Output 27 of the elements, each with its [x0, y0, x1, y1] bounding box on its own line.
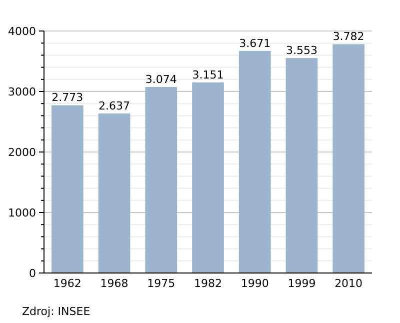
bar [192, 82, 224, 273]
data-label: 3.553 [286, 44, 318, 58]
x-tick-label: 1999 [288, 277, 316, 290]
y-tick-label: 3000 [8, 85, 36, 98]
bar [51, 105, 84, 273]
data-label: 2.773 [52, 91, 84, 104]
y-tick-label: 4000 [8, 24, 36, 38]
x-tick-label: 2010 [334, 277, 363, 290]
y-tick-label: 2000 [8, 146, 36, 159]
data-label: 3.074 [145, 73, 177, 86]
data-label: 3.671 [239, 36, 271, 50]
x-tick-label: 1968 [100, 277, 128, 290]
x-tick-label: 1990 [240, 277, 269, 290]
bar [332, 44, 365, 273]
data-label: 3.782 [332, 30, 364, 44]
bar [286, 58, 318, 273]
data-label: 3.151 [192, 68, 224, 82]
data-label: 2.637 [98, 99, 130, 112]
bar [145, 87, 178, 273]
x-tick-label: 1962 [53, 277, 82, 290]
x-tick-label: 1982 [194, 277, 222, 290]
text: Zdroj: INSEE [22, 305, 90, 318]
y-tick-label: 1000 [8, 206, 36, 220]
x-tick-label: 1975 [147, 277, 176, 290]
bar [98, 113, 130, 273]
bar [238, 50, 271, 273]
y-tick-label: 0 [29, 266, 36, 280]
